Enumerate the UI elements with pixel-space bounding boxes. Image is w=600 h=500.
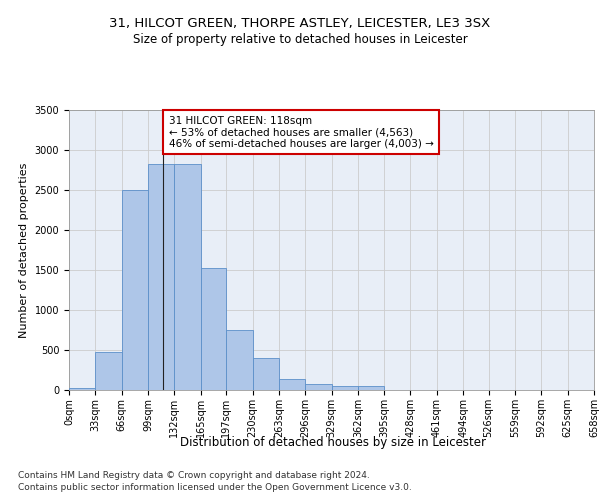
Text: Distribution of detached houses by size in Leicester: Distribution of detached houses by size … — [180, 436, 486, 449]
Bar — [226, 330, 253, 390]
Bar — [69, 388, 95, 390]
Bar — [331, 386, 358, 390]
Bar — [200, 268, 226, 390]
Bar — [253, 358, 279, 390]
Bar — [305, 384, 331, 390]
Bar — [122, 190, 148, 390]
Bar — [95, 352, 122, 390]
Bar — [148, 164, 175, 390]
Text: 31, HILCOT GREEN, THORPE ASTLEY, LEICESTER, LE3 3SX: 31, HILCOT GREEN, THORPE ASTLEY, LEICEST… — [109, 18, 491, 30]
Bar — [175, 164, 200, 390]
Text: Contains HM Land Registry data © Crown copyright and database right 2024.: Contains HM Land Registry data © Crown c… — [18, 472, 370, 480]
Text: Contains public sector information licensed under the Open Government Licence v3: Contains public sector information licen… — [18, 483, 412, 492]
Bar — [358, 386, 384, 390]
Text: Size of property relative to detached houses in Leicester: Size of property relative to detached ho… — [133, 32, 467, 46]
Bar — [279, 379, 305, 390]
Text: 31 HILCOT GREEN: 118sqm
← 53% of detached houses are smaller (4,563)
46% of semi: 31 HILCOT GREEN: 118sqm ← 53% of detache… — [169, 116, 434, 149]
Y-axis label: Number of detached properties: Number of detached properties — [19, 162, 29, 338]
